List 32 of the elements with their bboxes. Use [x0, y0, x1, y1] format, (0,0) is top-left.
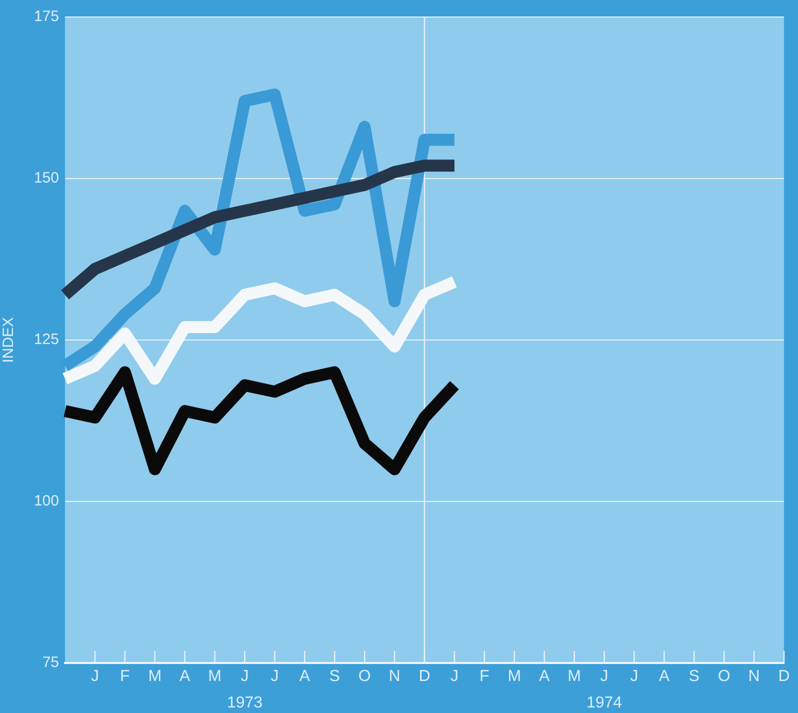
x-tick-label: M: [148, 668, 162, 686]
x-tick-label: J: [240, 668, 249, 686]
x-tick-label: F: [120, 668, 130, 686]
y-tick-label: 100: [34, 492, 59, 510]
x-tick-label: J: [90, 668, 99, 686]
x-tick-label: M: [568, 668, 581, 686]
x-tick-label: A: [538, 668, 550, 686]
y-tick-label: 75: [42, 654, 59, 672]
x-tick-label: F: [480, 668, 490, 686]
text: 1973: [226, 694, 263, 712]
x-tick-label: D: [418, 668, 430, 686]
x-tick-label: A: [299, 668, 310, 686]
x-tick-label: A: [179, 668, 190, 686]
x-tick-label: M: [208, 668, 222, 686]
x-tick-label: J: [450, 668, 458, 686]
x-tick-label: J: [600, 668, 608, 686]
x-tick-label: A: [658, 668, 670, 686]
x-tick-label: N: [388, 668, 400, 686]
x-tick-label: J: [270, 668, 279, 686]
y-tick-label: 175: [34, 8, 59, 26]
x-tick-label: O: [718, 668, 730, 686]
y-tick-label: 125: [34, 331, 59, 348]
text: 1974: [586, 694, 622, 712]
x-tick-label: S: [329, 668, 340, 686]
x-tick-label: S: [688, 668, 700, 686]
x-tick-label: M: [508, 668, 522, 686]
x-tick-label: O: [358, 668, 371, 686]
x-tick-label: N: [748, 668, 760, 686]
y-axis-title: INDEX: [0, 317, 18, 363]
x-tick-label: D: [778, 668, 790, 686]
x-tick-label: J: [630, 668, 638, 686]
y-tick-label: 150: [34, 170, 59, 187]
